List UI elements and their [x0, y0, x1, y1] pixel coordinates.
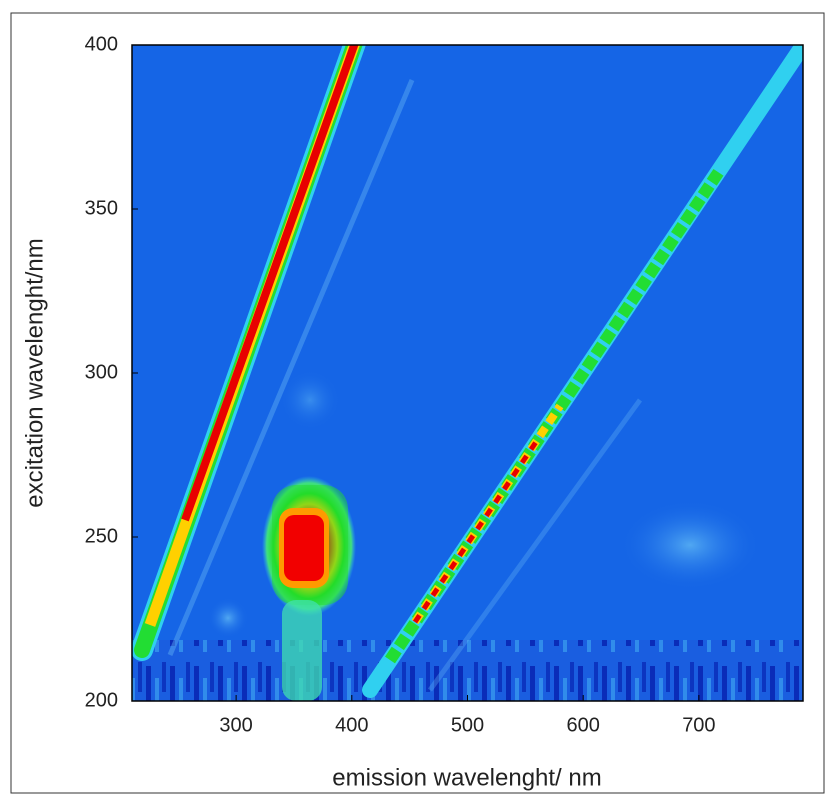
x-tick-label: 400 — [335, 714, 368, 736]
x-tick-label: 300 — [219, 714, 252, 736]
heatmap-image — [132, 45, 803, 701]
y-axis-label: excitation wavelenght/nm — [21, 238, 48, 507]
x-tick-label: 700 — [682, 714, 715, 736]
y-tick-label: 400 — [85, 33, 118, 55]
y-tick-label: 300 — [85, 361, 118, 383]
y-tick-label: 250 — [85, 525, 118, 547]
frame — [10, 12, 825, 794]
x-tick-label: 500 — [451, 714, 484, 736]
y-tick-label: 350 — [85, 197, 118, 219]
y-tick-label: 200 — [85, 689, 118, 711]
x-axis-label: emission wavelenght/ nm — [332, 764, 601, 791]
x-tick-label: 600 — [567, 714, 600, 736]
